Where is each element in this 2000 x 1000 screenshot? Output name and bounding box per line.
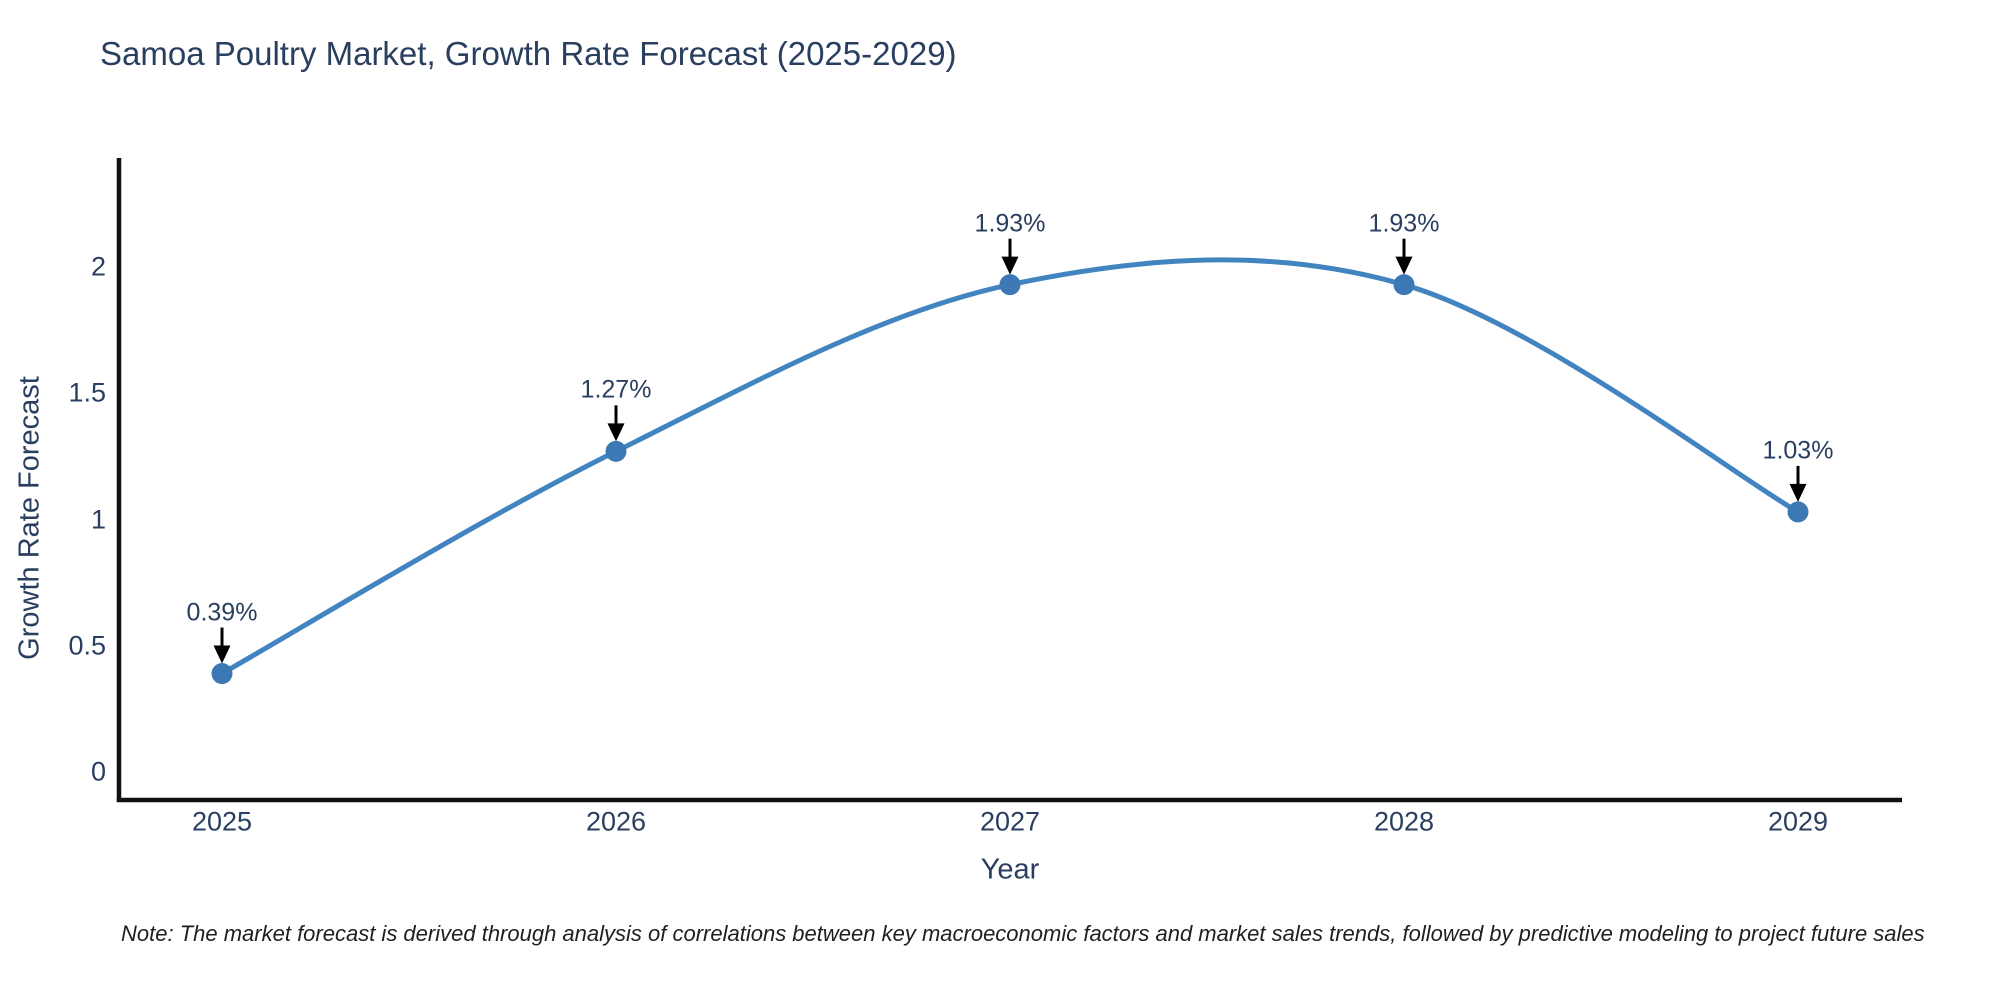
data-point-marker — [1787, 501, 1809, 523]
footnote: Note: The market forecast is derived thr… — [121, 921, 1925, 946]
y-tick-label: 1.5 — [68, 377, 106, 408]
data-point-label: 1.93% — [974, 209, 1046, 238]
data-point-label: 1.03% — [1762, 436, 1834, 465]
y-tick-label: 0.5 — [68, 630, 106, 661]
x-tick-label: 2028 — [1373, 806, 1435, 837]
data-point-marker — [1393, 274, 1415, 296]
y-tick-label: 2 — [90, 251, 106, 282]
annotation-arrow-head — [607, 423, 625, 442]
annotation-arrow-head — [1789, 483, 1807, 502]
x-tick-label: 2027 — [979, 806, 1041, 837]
data-point-label: 1.27% — [580, 375, 652, 404]
y-tick-label: 1 — [90, 504, 106, 534]
x-tick-label: 2025 — [191, 806, 253, 837]
data-point-marker — [605, 440, 627, 462]
x-axis-title: Year — [980, 853, 1040, 886]
x-tick-label: 2026 — [585, 806, 647, 837]
forecast-line-series — [220, 257, 1800, 676]
data-point-label: 0.39% — [186, 598, 258, 627]
annotation-arrow-head — [1395, 256, 1413, 275]
data-point-marker — [211, 663, 233, 685]
data-point-label: 1.93% — [1368, 209, 1440, 238]
y-tick-label: 0 — [90, 756, 106, 787]
annotation-arrow-head — [1001, 256, 1019, 275]
x-tick-label: 2029 — [1767, 806, 1829, 837]
annotation-arrow-head — [213, 645, 231, 664]
annotation-arrow-layer — [213, 238, 1807, 664]
chart-title: Samoa Poultry Market, Growth Rate Foreca… — [100, 35, 957, 72]
data-point-marker — [999, 274, 1021, 296]
series-layer — [211, 257, 1809, 685]
